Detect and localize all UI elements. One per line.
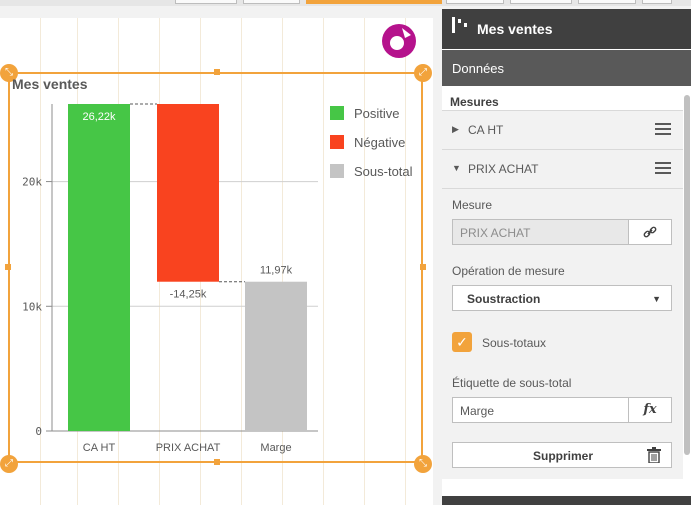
subtotal-label-title: Étiquette de sous-total xyxy=(452,376,572,390)
toolbar-button[interactable] xyxy=(642,0,672,4)
resize-handle-top[interactable] xyxy=(214,69,220,75)
grid-line xyxy=(282,18,283,505)
bar-1 xyxy=(157,104,219,282)
measure-label: PRIX ACHAT xyxy=(468,162,539,176)
measure-label: CA HT xyxy=(468,123,504,137)
resize-corner-top-left[interactable]: ⤡ xyxy=(0,64,18,82)
properties-panel: Mes ventes Données Mesures ▶ CA HT ▼ PRI… xyxy=(442,9,691,505)
resize-handle-right[interactable] xyxy=(420,264,426,270)
legend-item-subtotal[interactable]: Sous-total xyxy=(330,163,413,179)
data-label: -14,25k xyxy=(170,289,207,301)
y-tick-label: 20k xyxy=(22,176,42,189)
legend-label: Positive xyxy=(354,105,400,121)
bar-2 xyxy=(245,281,307,431)
chart-title: Mes ventes xyxy=(12,76,88,92)
scrollbar-thumb[interactable] xyxy=(684,95,690,455)
top-toolbar xyxy=(0,0,691,6)
toolbar-button[interactable] xyxy=(175,0,237,4)
resize-corner-top-right[interactable]: ⤢ xyxy=(414,64,432,82)
x-tick-label: Marge xyxy=(260,442,291,454)
y-tick-label: 10k xyxy=(22,300,42,313)
resize-handle-left[interactable] xyxy=(5,264,11,270)
legend-item-positive[interactable]: Positive xyxy=(330,105,413,121)
resize-corner-bottom-left[interactable]: ⤢ xyxy=(0,455,18,473)
subtotals-label: Sous-totaux xyxy=(482,336,547,350)
grid-line xyxy=(364,18,365,505)
operation-label: Opération de mesure xyxy=(452,264,565,278)
bar-0 xyxy=(68,104,130,431)
check-icon: ✓ xyxy=(456,334,468,350)
mesure-field: PRIX ACHAT xyxy=(452,219,672,245)
chart-logo-icon xyxy=(382,24,416,58)
section-mesures: Mesures xyxy=(450,95,499,109)
grid-line xyxy=(241,18,242,505)
x-tick-label: PRIX ACHAT xyxy=(156,442,221,454)
fx-button[interactable]: fx xyxy=(628,398,671,422)
x-tick-label: CA HT xyxy=(83,442,116,454)
bar-chart-icon xyxy=(452,17,467,33)
subtotals-checkbox[interactable]: ✓ xyxy=(452,332,472,352)
subtotal-label-field[interactable]: Marge fx xyxy=(452,397,672,423)
delete-button[interactable]: Supprimer xyxy=(452,442,672,468)
toolbar-button[interactable] xyxy=(243,0,300,4)
divider xyxy=(442,110,683,111)
tab-label: Données xyxy=(452,61,505,76)
measure-item-prix-achat[interactable]: ▼ PRIX ACHAT xyxy=(442,150,683,189)
legend-label: Négative xyxy=(354,134,406,150)
legend-item-negative[interactable]: Négative xyxy=(330,134,413,150)
mesure-label: Mesure xyxy=(452,198,493,212)
link-icon xyxy=(643,226,657,238)
grid-line xyxy=(405,18,406,505)
toolbar-button[interactable] xyxy=(510,0,572,4)
waterfall-chart[interactable]: 0 10k 20k 26,22k -14,25k 11,97k CA HT PRIX ACHA… xyxy=(0,0,433,505)
operation-select[interactable]: Soustraction ▼ xyxy=(452,285,672,311)
toolbar-button[interactable] xyxy=(578,0,636,4)
resize-corner-bottom-right[interactable]: ⤡ xyxy=(414,455,432,473)
grid-line xyxy=(323,18,324,505)
operation-value: Soustraction xyxy=(467,292,541,306)
y-tick-label: 0 xyxy=(35,425,42,438)
legend-swatch xyxy=(330,106,344,120)
fx-label: fx xyxy=(643,402,657,417)
toolbar-button[interactable] xyxy=(446,0,504,4)
resize-handle-bottom[interactable] xyxy=(214,459,220,465)
panel-title: Mes ventes xyxy=(477,21,553,37)
delete-label: Supprimer xyxy=(532,449,593,463)
data-label: 26,22k xyxy=(82,111,116,123)
legend-swatch xyxy=(330,164,344,178)
mesure-value: PRIX ACHAT xyxy=(460,226,531,240)
link-button[interactable] xyxy=(628,220,671,244)
data-label: 11,97k xyxy=(260,265,293,277)
chart-legend: Positive Négative Sous-total xyxy=(330,106,413,193)
toolbar-active-button[interactable] xyxy=(306,0,442,4)
subtotal-label-value: Marge xyxy=(460,404,495,418)
legend-swatch xyxy=(330,135,344,149)
legend-label: Sous-total xyxy=(354,163,413,179)
caret-down-icon: ▼ xyxy=(452,163,461,173)
chevron-down-icon: ▼ xyxy=(652,294,661,304)
panel-header: Mes ventes xyxy=(442,9,691,49)
menu-icon[interactable] xyxy=(655,123,671,135)
caret-right-icon: ▶ xyxy=(452,124,459,134)
tab-donnees[interactable]: Données xyxy=(442,50,691,86)
menu-icon[interactable] xyxy=(655,162,671,174)
trash-icon xyxy=(647,447,661,463)
grid-line xyxy=(40,18,41,505)
measure-item-ca-ht[interactable]: ▶ CA HT xyxy=(442,111,683,150)
panel-bottom-bar xyxy=(442,496,691,505)
